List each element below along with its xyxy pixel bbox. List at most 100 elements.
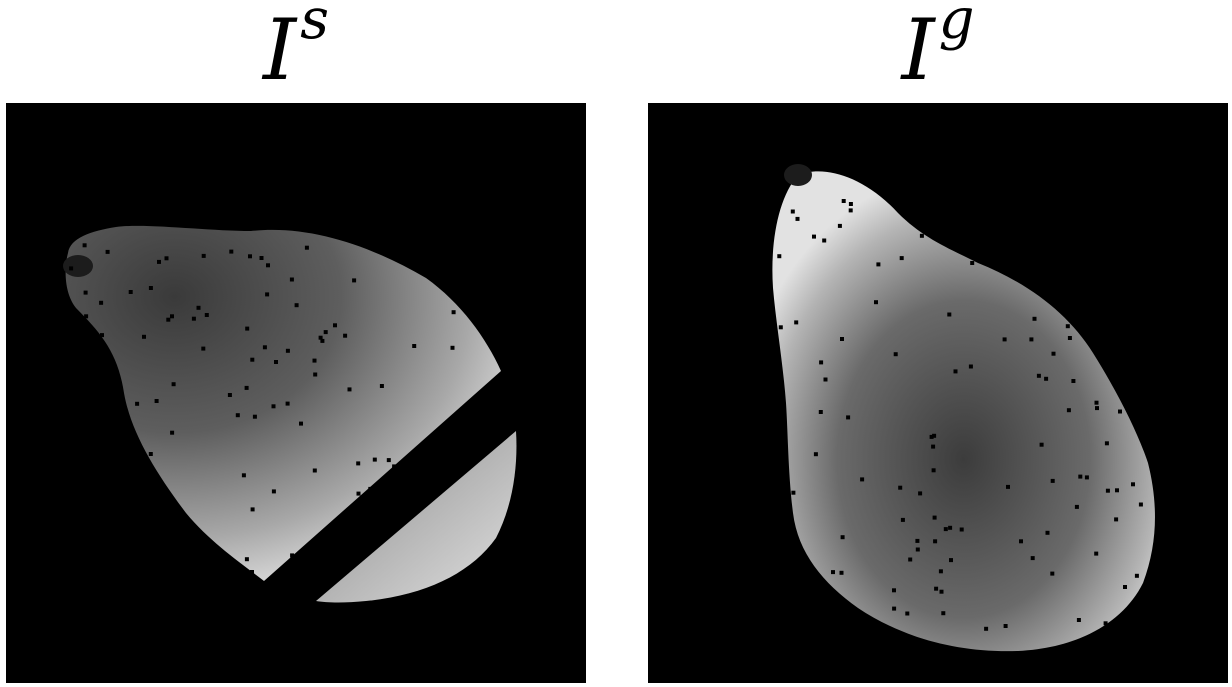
speckle-dot: [899, 256, 904, 261]
speckle-dot: [352, 278, 357, 283]
speckle-dot: [285, 401, 290, 406]
speckle-dot: [947, 312, 952, 317]
speckle-dot: [1118, 409, 1122, 414]
speckle-dot: [953, 369, 958, 374]
speckle-dot: [848, 202, 853, 206]
speckle-dot: [100, 333, 104, 338]
speckle-dot: [392, 464, 397, 469]
speckle-dot: [949, 558, 953, 563]
speckle-dot: [252, 414, 257, 419]
speckle-dot: [1036, 373, 1041, 378]
speckle-dot: [271, 489, 276, 494]
pear-stem: [63, 255, 93, 277]
speckle-dot: [1051, 351, 1056, 356]
speckle-dot: [204, 313, 209, 317]
speckle-dot: [299, 421, 303, 426]
pear-body-upper: [65, 225, 501, 581]
speckle-dot: [142, 334, 146, 339]
speckle-dot: [813, 452, 818, 457]
speckle-dot: [320, 338, 325, 343]
speckle-dot: [1084, 475, 1089, 480]
goal-image-panel: [648, 103, 1228, 683]
speckle-dot: [148, 452, 153, 456]
source-image-panel: [6, 103, 586, 683]
speckle-dot: [1066, 408, 1071, 413]
speckle-dot: [933, 539, 938, 544]
speckle-dot: [777, 254, 782, 259]
speckle-dot: [819, 360, 824, 365]
speckle-dot: [1105, 488, 1110, 493]
speckle-dot: [1050, 571, 1055, 576]
speckle-dot: [164, 256, 169, 261]
speckle-dot: [840, 535, 845, 540]
speckle-dot: [312, 468, 317, 473]
speckle-dot: [250, 357, 255, 362]
speckle-dot: [196, 305, 201, 310]
speckle-dot: [262, 345, 267, 350]
speckle-dot: [368, 486, 373, 491]
speckle-dot: [201, 253, 206, 258]
speckle-dot: [839, 570, 844, 575]
speckle-dot: [304, 245, 309, 250]
speckle-dot: [318, 335, 323, 340]
speckle-dot: [274, 360, 278, 364]
speckle-dot: [892, 606, 897, 611]
speckle-dot: [943, 527, 948, 532]
title-superscript: g: [938, 0, 975, 52]
speckle-dot: [248, 254, 252, 259]
speckle-dot: [932, 515, 937, 520]
speckle-dot: [929, 434, 934, 439]
speckle-dot: [848, 208, 853, 213]
speckle-dot: [1095, 406, 1099, 411]
speckle-dot: [289, 277, 294, 282]
speckle-dot: [818, 410, 823, 414]
speckle-dot: [970, 261, 975, 265]
speckle-dot: [822, 238, 827, 243]
speckle-dot: [1044, 376, 1049, 381]
speckle-dot: [191, 316, 196, 321]
speckle-dot: [1115, 488, 1119, 493]
speckle-dot: [860, 477, 865, 482]
speckle-dot: [795, 216, 800, 221]
title-superscript: s: [300, 0, 329, 52]
speckle-dot: [968, 364, 973, 369]
speckle-dot: [1131, 482, 1135, 487]
speckle-dot: [333, 323, 337, 328]
speckle-dot: [347, 387, 352, 392]
speckle-dot: [791, 490, 796, 495]
speckle-dot: [1078, 474, 1083, 479]
speckle-dot: [1032, 316, 1037, 321]
speckle-dot: [227, 393, 232, 397]
speckle-dot: [1103, 621, 1108, 626]
speckle-dot: [1104, 441, 1109, 446]
speckle-dot: [823, 377, 828, 382]
speckle-dot: [372, 457, 377, 462]
speckle-dot: [932, 433, 937, 438]
speckle-dot: [148, 286, 153, 290]
speckle-dot: [312, 358, 317, 363]
speckle-dot: [1029, 337, 1034, 342]
speckle-dot: [812, 234, 816, 239]
speckle-dot: [1094, 400, 1099, 405]
speckle-dot: [235, 413, 240, 418]
speckle-dot: [356, 491, 361, 496]
speckle-dot: [379, 384, 384, 388]
speckle-dot: [250, 570, 254, 574]
speckle-dot: [356, 461, 361, 466]
speckle-dot: [154, 399, 159, 403]
speckle-dot: [1074, 504, 1079, 509]
speckle-dot: [778, 325, 783, 330]
speckle-dot: [841, 199, 846, 203]
speckle-dot: [265, 292, 270, 297]
speckle-dots: [777, 199, 1143, 631]
speckle-dot: [918, 491, 923, 496]
goal-pear-depth-image: [648, 103, 1228, 683]
speckle-dot: [794, 320, 799, 325]
speckle-dot: [1065, 324, 1070, 329]
speckle-dot: [1114, 517, 1119, 522]
speckle-dot: [323, 330, 328, 335]
speckle-dot: [1019, 539, 1023, 544]
speckle-dot: [931, 468, 936, 473]
speckle-dot: [1138, 502, 1143, 507]
